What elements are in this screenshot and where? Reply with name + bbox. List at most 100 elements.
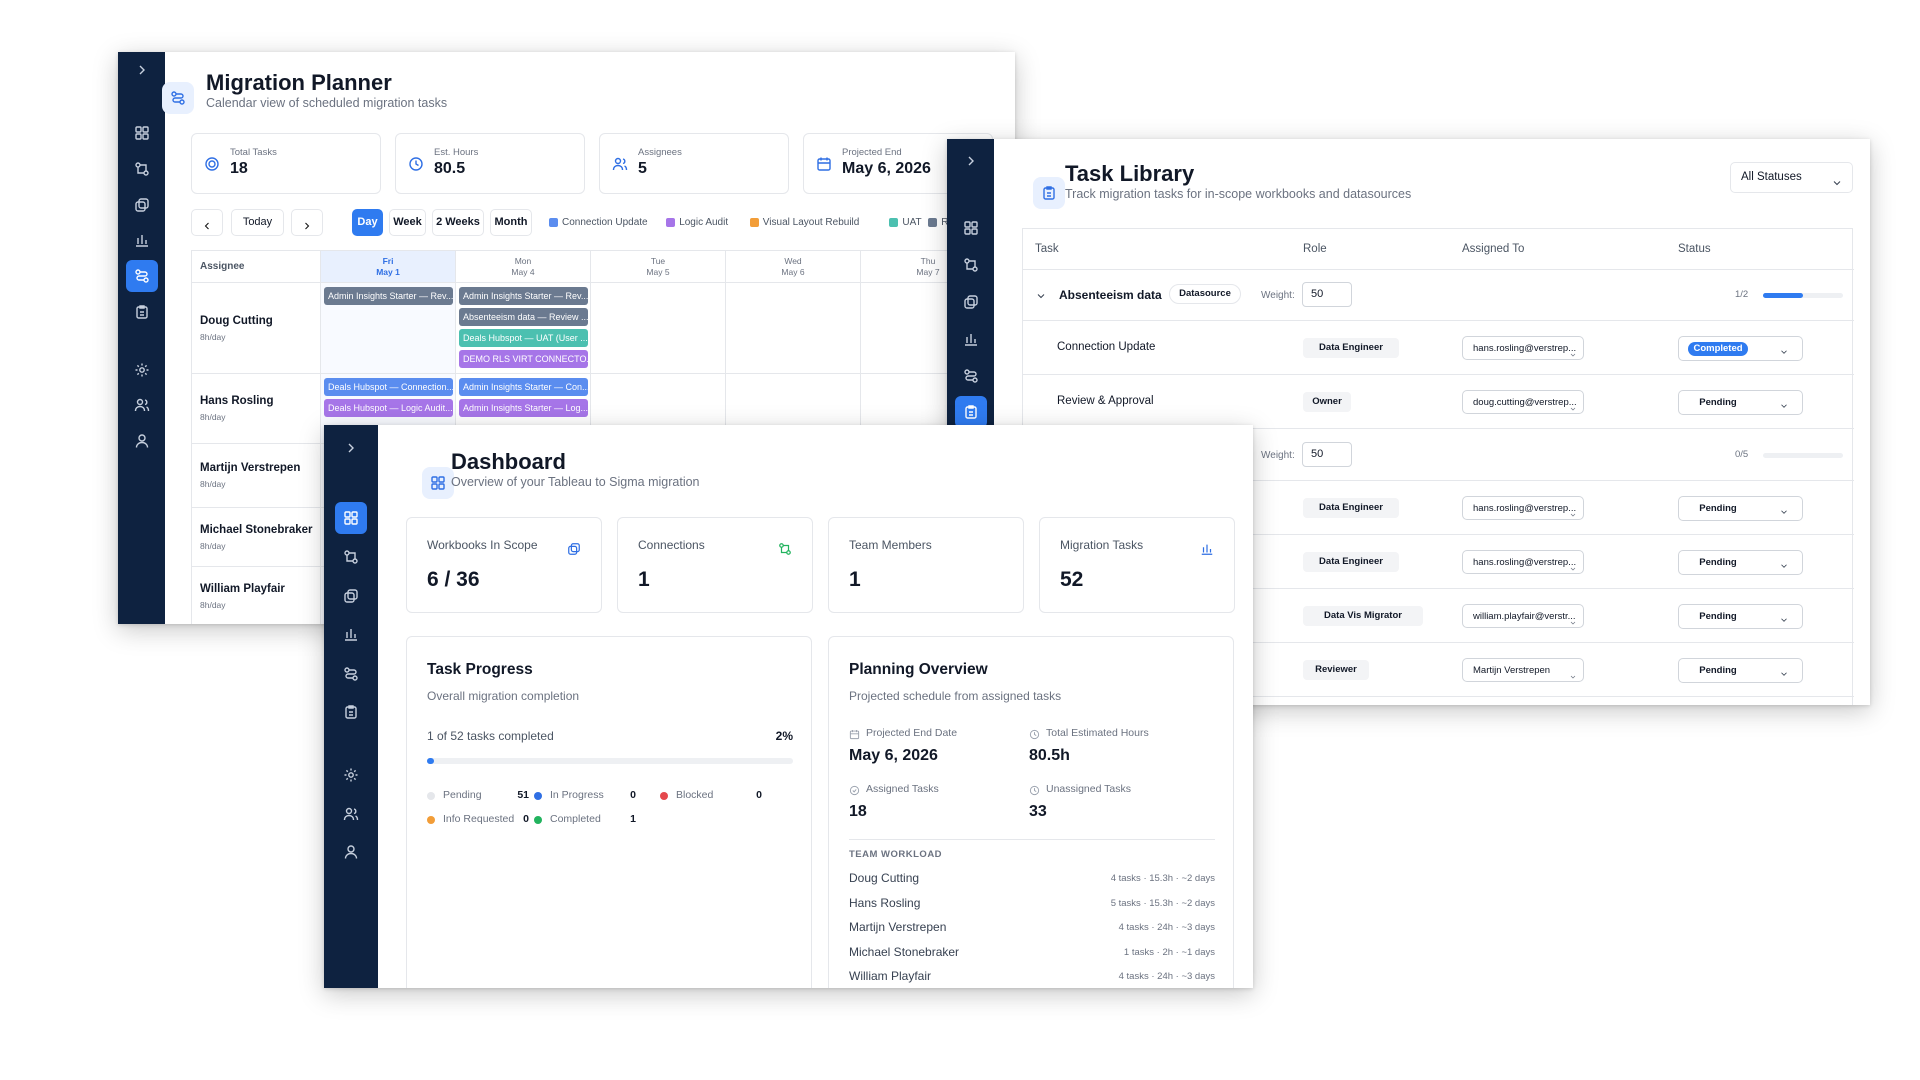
nav-icon[interactable]: [963, 368, 979, 384]
progress-fill: [1763, 293, 1803, 298]
nav-icon[interactable]: [963, 257, 979, 273]
assignee-select[interactable]: hans.rosling@verstrep...: [1462, 550, 1584, 574]
column-header: Task: [1035, 243, 1059, 255]
dashboard-window: Dashboard Overview of your Tableau to Sig…: [324, 425, 1253, 988]
role-badge: Data Engineer: [1303, 498, 1399, 518]
icon: [1569, 505, 1577, 517]
icon: [567, 542, 581, 556]
day-name: Tue: [650, 256, 666, 266]
task-chip[interactable]: Admin Insights Starter — Log...: [459, 399, 588, 417]
assignee-select[interactable]: william.playfair@verstr...: [1462, 604, 1584, 628]
assignee-select[interactable]: Martijn Verstrepen: [1462, 658, 1584, 682]
stat-label: Connections: [638, 538, 705, 552]
icon: [1569, 667, 1577, 679]
icon: [1029, 727, 1040, 740]
nav-icon[interactable]: [343, 440, 359, 456]
status-count: 1: [630, 813, 636, 825]
task-chip[interactable]: Admin Insights Starter — Rev...: [324, 287, 453, 305]
role-badge: Owner: [1303, 392, 1351, 412]
weight-input[interactable]: 50: [1302, 282, 1352, 307]
expand-toggle[interactable]: [1035, 289, 1047, 301]
assignee-name: Michael Stonebraker: [200, 523, 313, 536]
legend-swatch: [928, 218, 938, 227]
nav-icon[interactable]: [963, 294, 979, 310]
stat-label: Assignees: [638, 147, 682, 158]
progress-fill: [427, 758, 435, 764]
task-chip[interactable]: Absenteeism data — Review ...: [459, 308, 588, 326]
metric-label: Total Estimated Hours: [1046, 727, 1149, 739]
nav-icon[interactable]: [963, 153, 979, 169]
stat-value: 1: [638, 568, 650, 591]
nav-icon[interactable]: [134, 433, 150, 449]
status-select[interactable]: Pending: [1678, 550, 1803, 575]
progress-label: 0/5: [1735, 449, 1749, 460]
nav-icon[interactable]: [343, 510, 359, 526]
nav-icon[interactable]: [963, 404, 979, 420]
view-button[interactable]: 2 Weeks: [432, 209, 484, 236]
task-chip[interactable]: Deals Hubspot — UAT (User ...: [459, 329, 588, 347]
nav-icon[interactable]: [134, 232, 150, 248]
nav-icon[interactable]: [343, 549, 359, 565]
nav-icon[interactable]: [134, 125, 150, 141]
status-select[interactable]: Pending: [1678, 604, 1803, 629]
weight-input[interactable]: 50: [1302, 442, 1352, 467]
nav-icon[interactable]: [343, 704, 359, 720]
page-icon-bg: [422, 467, 454, 499]
nav-icon[interactable]: [134, 161, 150, 177]
nav-icon[interactable]: [343, 806, 359, 822]
page-title: Dashboard: [451, 449, 566, 474]
status-filter[interactable]: All Statuses: [1730, 162, 1853, 193]
next-button[interactable]: [291, 209, 323, 236]
nav-icon[interactable]: [343, 588, 359, 604]
nav-icon[interactable]: [963, 220, 979, 236]
metric-value: 18: [849, 803, 867, 820]
task-name: Review & Approval: [1057, 395, 1154, 407]
task-chip[interactable]: Deals Hubspot — Connection...: [324, 378, 453, 396]
stat-value: May 6, 2026: [842, 160, 931, 177]
icon: [1569, 559, 1577, 571]
nav-icon[interactable]: [134, 304, 150, 320]
status-select[interactable]: Pending: [1678, 390, 1803, 415]
column-header: Assignee: [192, 251, 321, 283]
icon: [1779, 344, 1789, 354]
assignee-select[interactable]: hans.rosling@verstrep...: [1462, 496, 1584, 520]
day-date: May 4: [511, 267, 535, 277]
status-select[interactable]: Pending: [1678, 496, 1803, 521]
page-title: Task Library: [1065, 161, 1195, 186]
task-chip[interactable]: Admin Insights Starter — Con...: [459, 378, 588, 396]
status-dot: [660, 792, 668, 800]
nav-icon[interactable]: [134, 62, 150, 78]
icon: [849, 727, 860, 740]
view-button[interactable]: Week: [389, 209, 426, 236]
task-chip[interactable]: Admin Insights Starter — Rev...: [459, 287, 588, 305]
nav-icon[interactable]: [134, 362, 150, 378]
view-button[interactable]: Month: [490, 209, 532, 236]
nav-icon[interactable]: [343, 626, 359, 642]
status-select[interactable]: Pending: [1678, 658, 1803, 683]
nav-icon[interactable]: [134, 397, 150, 413]
task-chip[interactable]: Deals Hubspot — Logic Audit...: [324, 399, 453, 417]
assignee-select[interactable]: hans.rosling@verstrep...: [1462, 336, 1584, 360]
stat-card: Assignees 5: [599, 133, 789, 194]
day-date: May 7: [916, 267, 940, 277]
prev-button[interactable]: [191, 209, 223, 236]
today-button[interactable]: Today: [231, 209, 284, 236]
nav-icon[interactable]: [343, 666, 359, 682]
nav-icon[interactable]: [343, 767, 359, 783]
nav-icon[interactable]: [134, 197, 150, 213]
role-badge: Data Engineer: [1303, 552, 1399, 572]
status-badge: Pending: [1699, 397, 1737, 408]
status-name: Blocked: [676, 789, 714, 801]
task-chip[interactable]: DEMO RLS VIRT CONNECTO...: [459, 350, 588, 368]
page-icon: [430, 475, 446, 491]
view-button[interactable]: Day: [352, 209, 383, 236]
assignee-select[interactable]: doug.cutting@verstrep...: [1462, 390, 1584, 414]
metric-value: May 6, 2026: [849, 747, 938, 764]
workload-name: Hans Rosling: [849, 895, 921, 910]
nav-icon[interactable]: [134, 268, 150, 284]
status-select[interactable]: Completed: [1678, 336, 1803, 361]
nav-icon[interactable]: [343, 844, 359, 860]
stat-label: Est. Hours: [434, 147, 479, 158]
nav-icon[interactable]: [963, 331, 979, 347]
legend-label: Logic Audit: [679, 217, 729, 228]
